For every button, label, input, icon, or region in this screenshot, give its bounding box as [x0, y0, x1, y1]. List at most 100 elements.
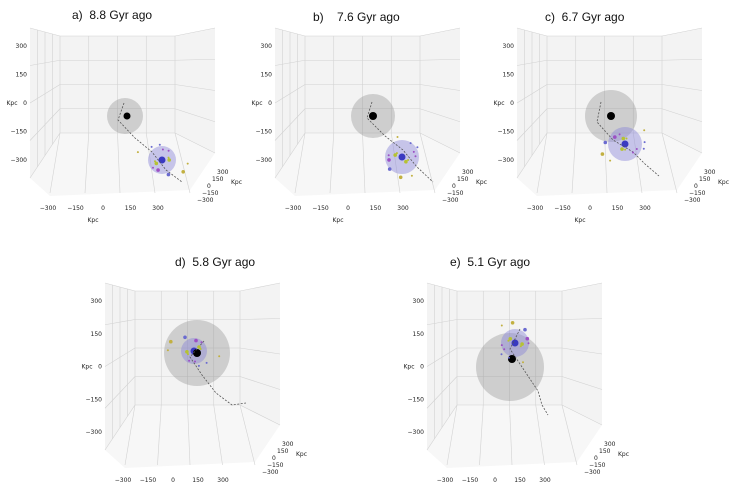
satellite-core — [158, 156, 166, 164]
right-pane — [175, 28, 215, 153]
x-tick-label: −150 — [554, 205, 571, 212]
satellite-point — [167, 149, 170, 152]
grid-line — [661, 84, 703, 91]
z-tick-label: −150 — [408, 396, 425, 403]
right-pane — [240, 283, 280, 425]
satellite-point — [507, 339, 510, 342]
satellite-point — [187, 353, 189, 356]
grid-line — [174, 132, 216, 154]
satellite-point — [183, 335, 187, 340]
panel-letter: d) — [175, 255, 186, 269]
grid-line — [239, 404, 281, 426]
satellite-point — [158, 143, 161, 146]
grid-line — [239, 347, 281, 355]
x-tick-label: 300 — [397, 205, 409, 212]
grid-line — [419, 108, 461, 123]
z-tick-label: 300 — [91, 298, 103, 305]
panel-a: a) 8.8 Gyr ago 300 150 0 −150 −300 Kpc −300 −15… — [0, 0, 245, 235]
y-tick-label: 300 — [462, 169, 474, 176]
orbit-trajectory — [189, 340, 247, 406]
grid-line — [174, 108, 216, 123]
satellite-point — [642, 147, 645, 150]
z-tick-label: 300 — [413, 298, 425, 305]
z-tick-label: 150 — [91, 331, 103, 338]
satellite-point — [154, 160, 156, 163]
right-pane — [662, 28, 702, 153]
grid-line — [479, 404, 484, 466]
x-axis-label: Kpc — [332, 217, 343, 224]
z-axis-label: Kpc — [81, 364, 92, 371]
satellite-point — [396, 136, 399, 138]
satellite-point — [625, 137, 628, 140]
satellite-point — [387, 154, 390, 157]
floor-pane — [275, 133, 460, 196]
grid-line — [661, 132, 703, 154]
x-tick-label: 150 — [370, 205, 382, 212]
grid-line — [174, 84, 216, 91]
grid-line — [419, 58, 461, 61]
satellite-point — [613, 135, 617, 139]
chart-e: 3001500−150−300Kpc−300−1500150300Kpc−300… — [403, 282, 629, 484]
y-tick-label: −150 — [589, 462, 606, 469]
panel-d: d) 5.8 Gyr ago 300 150 0 −150 −300 Kpc −300 −15… — [60, 245, 307, 485]
grid-line — [561, 376, 603, 390]
y-tick-label: −150 — [267, 462, 284, 469]
floor-pane — [30, 133, 215, 196]
panel-letter: a) — [72, 8, 83, 22]
panel-letter: e) — [450, 255, 461, 269]
x-tick-label: 300 — [539, 477, 551, 484]
panel-age: 6.7 Gyr ago — [561, 10, 625, 24]
grid-line — [419, 132, 461, 154]
satellite-point — [407, 159, 410, 161]
x-tick-label: 300 — [217, 477, 229, 484]
panel-age: 8.8 Gyr ago — [89, 8, 153, 22]
satellite-point — [503, 348, 506, 351]
x-tick-label: 150 — [612, 205, 624, 212]
z-tick-label: −300 — [408, 429, 425, 436]
grid-line — [362, 132, 366, 194]
x-tick-label: −300 — [437, 477, 454, 484]
z-tick-label: 0 — [268, 100, 272, 107]
grid-line — [117, 132, 121, 194]
right-pane — [562, 283, 602, 425]
orbit-trajectory — [509, 328, 549, 416]
satellite-point — [186, 162, 189, 165]
satellite-point — [618, 133, 621, 136]
floor-pane — [105, 405, 280, 468]
y-tick-label: −300 — [684, 197, 701, 204]
grid-line — [446, 404, 458, 466]
satellite-point — [185, 350, 189, 354]
satellite-point — [508, 337, 513, 341]
panel-title: e) 5.1 Gyr ago — [450, 255, 530, 269]
satellite-point — [600, 152, 605, 156]
grid-line — [174, 132, 191, 194]
y-tick-label: 0 — [207, 183, 211, 190]
x-tick-label: −150 — [140, 477, 157, 484]
panel-b: b) 7.6 Gyr ago 300 150 0 −150 −300 Kpc −300 −15… — [245, 0, 490, 235]
x-tick-label: 0 — [101, 205, 105, 212]
z-tick-label: 300 — [261, 43, 273, 50]
grid-line — [49, 132, 61, 194]
z-tick-label: 0 — [510, 100, 514, 107]
y-tick-label: 300 — [217, 169, 229, 176]
panel-title: c) 6.7 Gyr ago — [545, 10, 624, 24]
grid-line — [661, 58, 703, 61]
satellite-point — [395, 152, 398, 155]
satellite-point — [181, 170, 185, 174]
grid-line — [213, 404, 223, 466]
satellite-point — [197, 364, 200, 367]
host-core — [508, 355, 516, 363]
panel-title: b) 7.6 Gyr ago — [313, 10, 400, 24]
satellite-point — [525, 336, 530, 341]
grid-line — [294, 132, 306, 194]
satellite-point — [523, 327, 527, 332]
x-axis-label: Kpc — [574, 217, 585, 224]
y-tick-label: −300 — [584, 469, 601, 476]
z-tick-label: −150 — [498, 129, 515, 136]
x-tick-label: −300 — [527, 205, 544, 212]
panel-c: c) 6.7 Gyr ago 300 150 0 −150 −300 Kpc −300 −15… — [487, 0, 732, 235]
panel-letter: c) — [545, 10, 555, 24]
grid-line — [239, 404, 256, 466]
x-tick-label: 0 — [171, 477, 175, 484]
